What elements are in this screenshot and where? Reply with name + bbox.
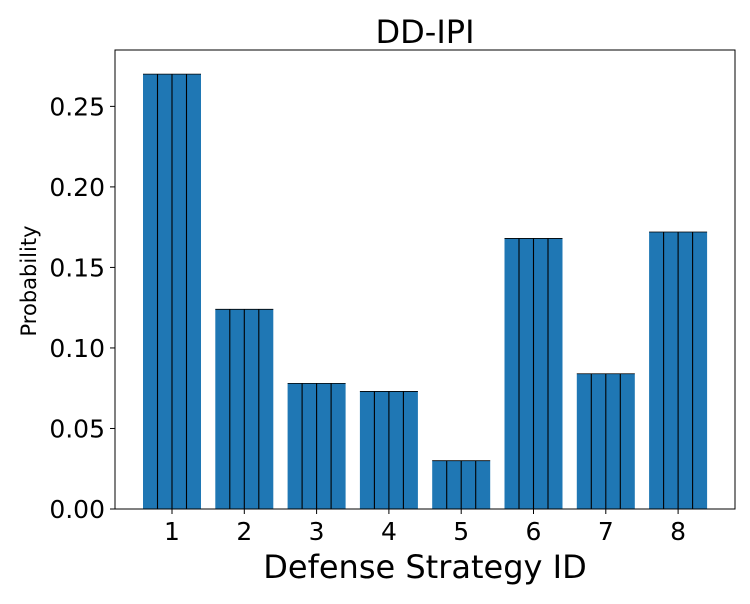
bars — [143, 73, 708, 509]
x-tick-label: 7 — [598, 517, 614, 546]
y-tick-label: 0.05 — [49, 414, 105, 443]
y-axis-label: Probability — [17, 225, 41, 336]
x-tick-label: 5 — [453, 517, 469, 546]
bar-1 — [143, 73, 201, 509]
chart-title: DD-IPI — [376, 13, 475, 51]
y-tick-label: 0.25 — [49, 92, 105, 121]
x-tick-label: 8 — [670, 517, 686, 546]
y-tick-label: 0.15 — [49, 253, 105, 282]
x-tick-label: 6 — [526, 517, 542, 546]
x-axis-label: Defense Strategy ID — [263, 548, 586, 586]
x-tick-label: 4 — [381, 517, 397, 546]
bar-6 — [504, 238, 563, 509]
y-tick-label: 0.20 — [49, 173, 105, 202]
x-tick-label: 2 — [236, 517, 252, 546]
bar-8 — [649, 231, 708, 509]
y-tick-label: 0.00 — [49, 495, 105, 524]
y-tick-label: 0.10 — [49, 334, 105, 363]
bar-3 — [287, 382, 346, 509]
x-tick-label: 1 — [164, 517, 180, 546]
bar-7 — [576, 373, 635, 509]
x-axis-ticks: 1 2 3 4 5 6 7 8 — [164, 509, 686, 546]
y-axis-ticks: 0.00 0.05 0.10 0.15 0.20 0.25 — [49, 92, 115, 524]
bar-4 — [359, 391, 418, 509]
x-tick-label: 3 — [309, 517, 325, 546]
plot-frame — [114, 49, 736, 510]
bar-5 — [432, 460, 491, 509]
bar-2 — [215, 308, 274, 509]
